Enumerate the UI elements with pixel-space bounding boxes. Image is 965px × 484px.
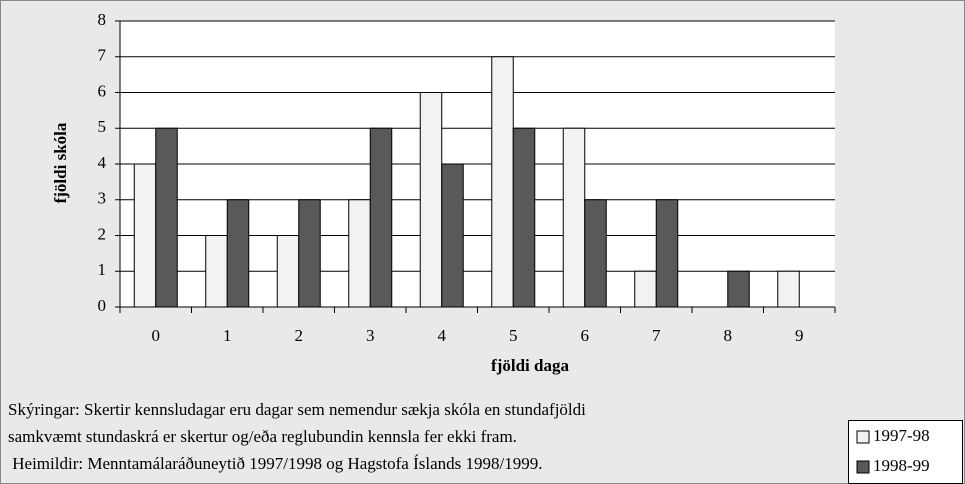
x-tick-label: 0 [152,326,161,345]
bar [205,235,228,308]
legend-swatch [856,430,870,444]
y-tick-label: 5 [98,117,107,136]
x-tick-label: 3 [366,326,375,345]
x-tick-label: 7 [652,326,661,345]
y-axis-label: fjöldi skóla [51,122,70,203]
bar [727,270,750,308]
bar [276,235,300,308]
y-tick-label: 2 [98,224,107,243]
y-tick-label: 1 [98,260,107,279]
y-tick-label: 6 [98,81,107,100]
bar [777,270,800,308]
legend-swatch [856,460,870,474]
bar [441,163,464,308]
x-tick-label: 1 [223,326,232,345]
x-axis-label: fjöldi daga [491,356,569,375]
x-tick-label: 2 [295,326,304,345]
bar [562,127,586,308]
legend-label: 1998-99 [873,456,930,475]
bar [491,56,514,308]
legend-label: 1997-98 [873,426,930,445]
x-tick-label: 4 [438,326,447,345]
bar [655,199,679,308]
note: samkvæmt stundaskrá er skertur og/eða re… [8,427,517,446]
bar [634,270,657,308]
x-tick-label: 5 [509,326,518,345]
bar [226,199,250,308]
y-tick-label: 3 [98,189,107,208]
y-tick-label: 0 [98,296,107,315]
x-tick-label: 8 [724,326,733,345]
y-tick-label: 7 [98,46,107,65]
bar [348,199,371,308]
bar [584,199,607,308]
y-tick-label: 8 [98,10,107,29]
bar [298,199,321,308]
bar [419,92,443,308]
bar [369,127,393,308]
bar [512,127,536,308]
bar [155,127,178,308]
note: Heimildir: Menntamálaráðuneytið 1997/199… [8,454,542,473]
x-tick-label: 6 [581,326,590,345]
x-tick-label: 9 [795,326,804,345]
note: Skýringar: Skertir kennsludagar eru daga… [8,400,586,419]
y-tick-label: 4 [98,153,107,172]
bar [133,163,157,308]
